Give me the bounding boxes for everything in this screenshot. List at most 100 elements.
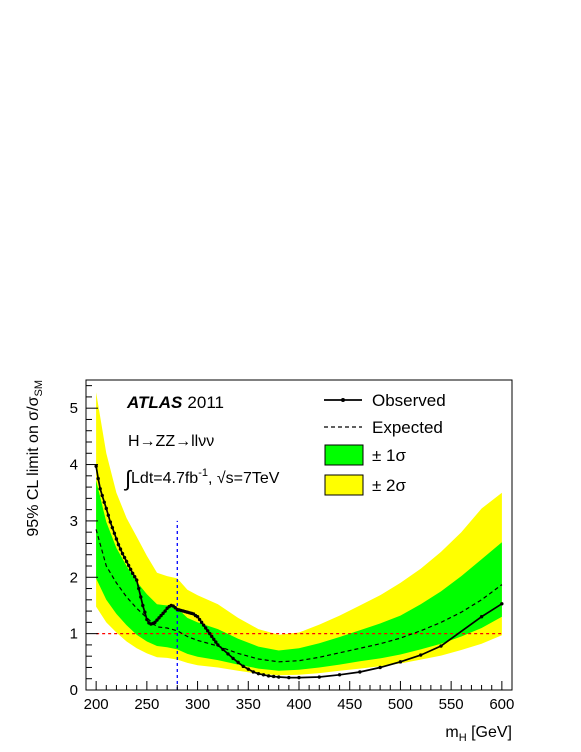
observed-point (96, 476, 100, 481)
y-tick-label: 0 (70, 682, 78, 699)
y-tick-label: 5 (70, 400, 78, 417)
observed-point (317, 675, 321, 679)
observed-point (110, 525, 115, 530)
observed-point (114, 537, 119, 541)
observed-point (100, 493, 104, 498)
legend-entry-observed: Observed (324, 391, 446, 410)
y-axis: 0 1 2 3 4 5 (70, 385, 98, 699)
observed-point (201, 623, 206, 627)
x-tick-label: 400 (286, 696, 311, 713)
observed-point (271, 674, 276, 679)
observed-point (261, 673, 266, 677)
observed-point (251, 670, 256, 674)
observed-point (398, 660, 403, 664)
observed-point (236, 660, 240, 665)
observed-point (112, 531, 117, 536)
observed-point (94, 464, 98, 468)
observed-point (231, 656, 235, 661)
y-tick-label: 3 (70, 513, 78, 530)
x-tick-label: 250 (134, 696, 159, 713)
channel-label: H→ZZ→llνν (128, 433, 214, 450)
lumi-label: ∫Ldt=4.7fb-1, √s=7TeV (123, 466, 280, 491)
legend-entry-expected: Expected (324, 418, 443, 437)
observed-point (500, 602, 504, 606)
observed-point (161, 611, 165, 616)
observed-point (135, 578, 139, 582)
observed-point (206, 629, 210, 633)
observed-point (143, 610, 147, 614)
x-tick-label: 600 (489, 696, 514, 713)
observed-point (287, 675, 291, 680)
observed-point (241, 664, 245, 669)
legend-label-1sigma: ± 1σ (372, 446, 407, 465)
observed-point (104, 506, 108, 511)
band-1sigma (96, 480, 502, 671)
observed-point (226, 652, 230, 656)
observed-point (210, 634, 214, 639)
observed-point (216, 643, 220, 647)
observed-point (221, 647, 225, 652)
observed-point (163, 609, 167, 613)
observed-point (118, 547, 123, 551)
observed-point (124, 559, 129, 564)
observed-point (378, 665, 382, 670)
legend-label-expected: Expected (372, 418, 443, 437)
series-expected-line (95, 529, 503, 663)
observed-point (266, 674, 271, 678)
observed-point (439, 644, 443, 648)
observed-point (203, 626, 208, 630)
x-tick-label: 550 (439, 696, 464, 713)
x-tick-label: 350 (236, 696, 261, 713)
observed-markers (94, 464, 504, 680)
experiment-label: ATLAS 2011 (126, 393, 224, 412)
legend-entry-2sigma: ± 2σ (324, 474, 407, 496)
observed-point (246, 667, 250, 671)
observed-point (159, 613, 163, 618)
observed-point (419, 653, 423, 657)
observed-point (157, 616, 161, 620)
observed-point (126, 563, 131, 568)
observed-point (116, 542, 121, 547)
x-tick-label: 200 (84, 696, 109, 713)
observed-point (132, 575, 137, 579)
observed-point (479, 615, 484, 619)
x-tick-label: 450 (337, 696, 362, 713)
x-axis-title: mH [GeV] (445, 724, 512, 744)
legend-label-observed: Observed (372, 391, 446, 410)
observed-point (277, 675, 281, 679)
band-2sigma (96, 392, 502, 676)
observed-point (108, 520, 113, 524)
observed-point (358, 670, 362, 674)
observed-point (297, 675, 301, 680)
observed-point (122, 555, 127, 560)
observed-point (130, 571, 135, 576)
observed-point (337, 673, 342, 677)
observed-point (141, 603, 145, 608)
observed-point (155, 618, 159, 622)
observed-point (199, 620, 204, 625)
y-axis-title: 95% CL limit on σ/σSM (25, 380, 45, 537)
x-axis: 200 250 300 350 400 450 500 550 600 (84, 681, 514, 713)
legend: Observed Expected ± 1σ ± 2σ (324, 391, 446, 496)
observed-point (197, 617, 202, 622)
observed-point (98, 487, 102, 491)
observed-point (212, 637, 216, 641)
observed-point (128, 567, 133, 572)
legend-entry-1sigma: ± 1σ (324, 444, 407, 466)
y-tick-label: 1 (70, 626, 78, 643)
y-tick-label: 4 (70, 457, 78, 474)
observed-point (256, 671, 261, 676)
observed-point (137, 586, 141, 591)
legend-label-2sigma: ± 2σ (372, 476, 407, 495)
x-tick-label: 300 (185, 696, 210, 713)
observed-point (145, 617, 149, 622)
x-tick-label: 500 (388, 696, 413, 713)
observed-point (195, 615, 200, 619)
observed-point (139, 595, 143, 599)
observed-point (106, 513, 111, 517)
observed-point (120, 551, 125, 556)
observed-point (214, 640, 218, 644)
observed-point (153, 620, 157, 625)
y-tick-label: 2 (70, 569, 78, 586)
